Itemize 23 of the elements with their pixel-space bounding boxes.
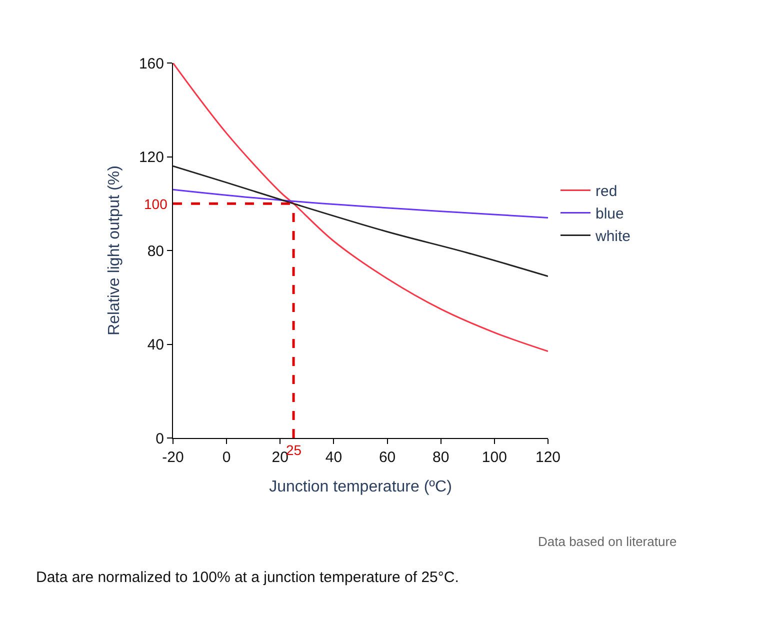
legend-label: red: [596, 183, 618, 200]
x-tick-label: 120: [535, 449, 561, 466]
x-tick-label: 20: [272, 449, 288, 466]
line-series: [173, 63, 548, 352]
x-tick-label: 40: [325, 449, 342, 466]
text: Data are normalized to 100% at a junction temperature of 25°C.: [36, 569, 459, 586]
x-tick-label: 0: [222, 449, 231, 466]
x-tick-label: 80: [432, 449, 450, 466]
legend-label: blue: [596, 206, 624, 223]
ref-line-label: 100: [144, 196, 168, 212]
x-axis-title: Junction temperature (ºC): [269, 478, 452, 496]
y-tick-label: 160: [138, 55, 164, 72]
line-series: [173, 165, 548, 278]
y-axis-title: Relative light output (%): [106, 166, 123, 336]
y-tick-label: 40: [147, 336, 164, 354]
y-tick-label: 120: [138, 149, 164, 166]
legend-label: white: [594, 228, 631, 246]
y-tick-label: 0: [156, 430, 164, 448]
text: Data based on literature: [538, 534, 677, 549]
y-tick-label: 80: [147, 242, 164, 260]
x-tick-label: 100: [482, 449, 507, 466]
x-tick-label: -20: [162, 449, 184, 466]
x-tick-label: 60: [378, 449, 396, 466]
